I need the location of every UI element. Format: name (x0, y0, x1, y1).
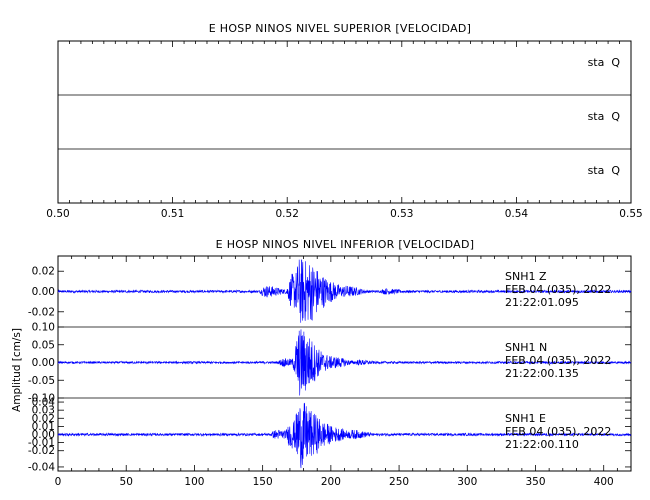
lower-x-axis: 0 50 100 150 200 250 300 350 400 (55, 256, 618, 488)
x-tick-label: 300 (457, 476, 477, 488)
time-label: 21:22:00.135 (505, 367, 579, 380)
y-tick-label: -0.04 (28, 461, 55, 473)
x-tick-label: 0 (55, 476, 62, 488)
x-tick-label: 250 (389, 476, 409, 488)
waveform-trace (57, 329, 632, 396)
x-tick-label: 100 (184, 476, 204, 488)
x-tick-label: 50 (120, 476, 133, 488)
x-tick-label: 200 (321, 476, 341, 488)
upper-panel-annotation: sta Q (588, 164, 621, 177)
x-tick-label: 0.53 (390, 208, 413, 220)
upper-panel-annotation: sta Q (588, 56, 621, 69)
y-tick-label: 0.03 (32, 405, 55, 417)
seismogram-panel-e: 0.040.030.020.010.00-0.01-0.02 -0.04 SNH1 … (28, 397, 632, 473)
y-tick-label: 0.00 (32, 357, 55, 369)
y-tick-label: 0.02 (32, 266, 55, 278)
y-tick-label: 0.01 (32, 421, 55, 433)
y-tick-label: 0.05 (32, 339, 55, 351)
time-label: 21:22:01.095 (505, 296, 579, 309)
time-label: 21:22:00.110 (505, 438, 579, 451)
date-label: FEB 04 (035), 2022 (505, 354, 611, 367)
upper-chart-title: E HOSP NINOS NIVEL SUPERIOR [VELOCIDAD] (209, 22, 472, 35)
upper-x-axis: 0.50 0.51 0.52 0.53 0.54 0.55 (46, 41, 643, 220)
y-tick-label: 0.00 (32, 429, 55, 441)
y-tick-label: 0.00 (32, 286, 55, 298)
x-tick-label: 0.51 (161, 208, 184, 220)
waveform-trace (57, 402, 632, 469)
x-tick-label: 350 (525, 476, 545, 488)
upper-chart: sta Q sta Q sta Q 0.50 0.51 0.52 0.53 0.54 0.… (46, 40, 643, 220)
x-tick-label: 0.52 (276, 208, 299, 220)
date-label: FEB 04 (035), 2022 (505, 425, 611, 438)
x-tick-label: 0.55 (619, 208, 642, 220)
x-tick-label: 0.54 (505, 208, 529, 220)
y-tick-label: 0.02 (32, 413, 55, 425)
upper-chart-frame (57, 40, 632, 204)
x-tick-label: 150 (253, 476, 273, 488)
y-tick-label: 0.10 (32, 322, 55, 334)
y-tick-label: -0.01 (28, 437, 55, 449)
y-tick-label: 0.04 (32, 397, 56, 409)
date-label: FEB 04 (035), 2022 (505, 283, 611, 296)
x-tick-label: 400 (594, 476, 614, 488)
y-tick-label: -0.05 (28, 375, 55, 387)
y-tick-label: -0.02 (28, 445, 55, 457)
upper-panel-annotation: sta Q (588, 110, 621, 123)
waveform-trace (57, 259, 632, 323)
y-axis-label: Amplitud [cm/s] (11, 328, 23, 412)
station-label: SNH1 Z (505, 270, 547, 283)
station-label: SNH1 E (505, 412, 546, 425)
y-tick-label: -0.10 (28, 393, 55, 405)
x-tick-label: 0.50 (46, 208, 69, 220)
station-label: SNH1 N (505, 341, 547, 354)
lower-chart-title: E HOSP NINOS NIVEL INFERIOR [VELOCIDAD] (216, 238, 475, 251)
y-tick-label: -0.02 (28, 306, 55, 318)
